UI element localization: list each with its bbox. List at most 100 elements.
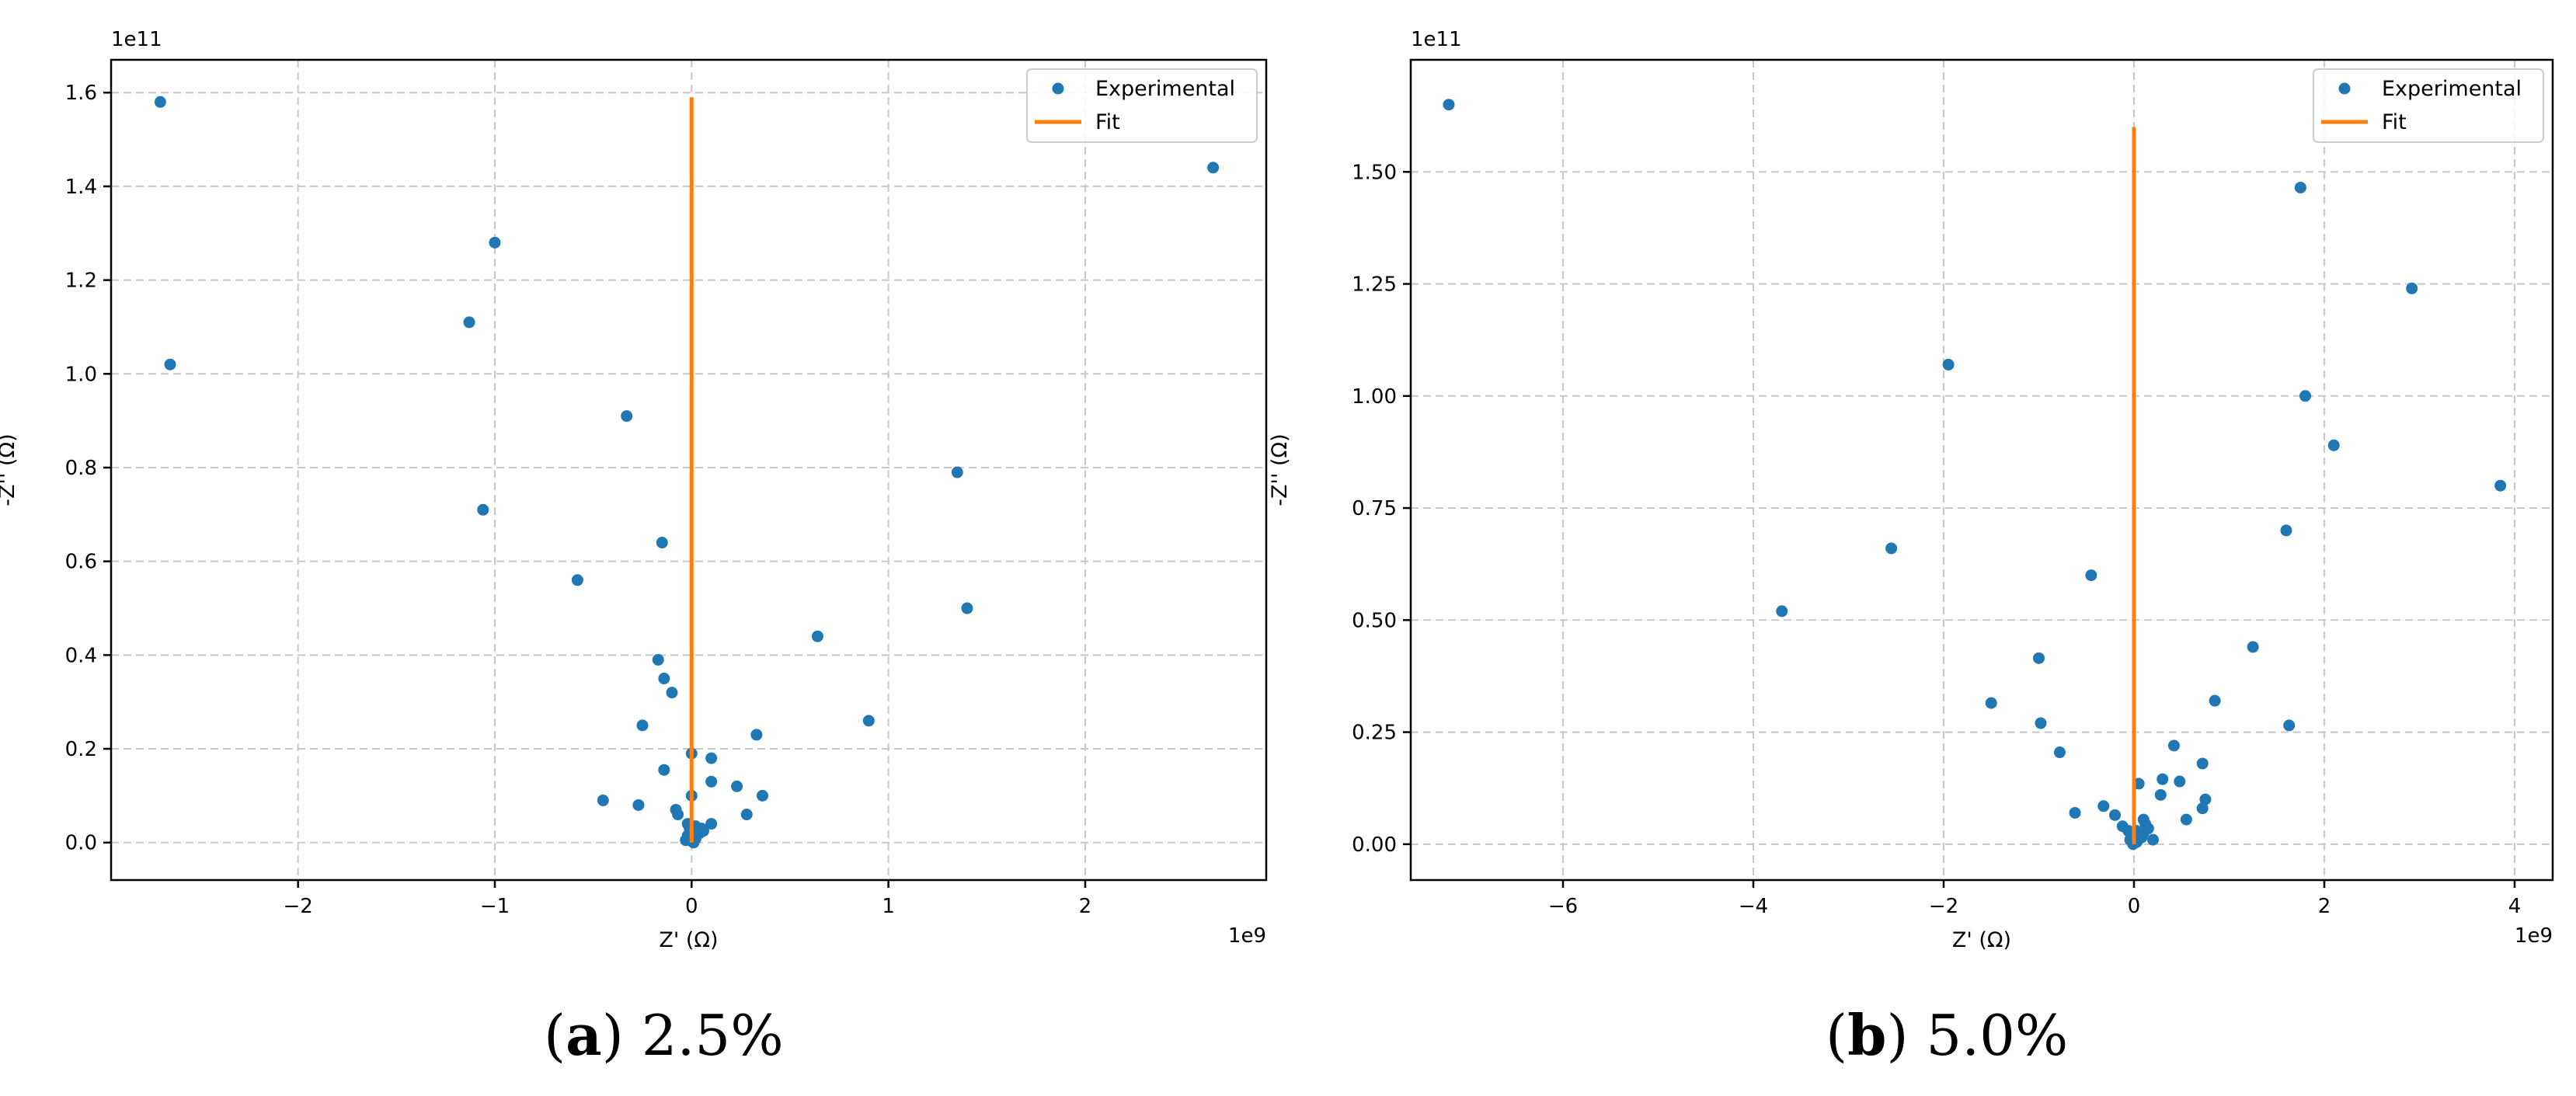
ytick-label-b-2: 0.50 — [1352, 609, 1397, 632]
x-offset-label-b: 1e9 — [2515, 924, 2553, 948]
data-point-b-26 — [2097, 800, 2110, 812]
y-axis-label-a: -Z'' (Ω) — [0, 433, 19, 506]
ytick-label-b-4: 1.00 — [1352, 385, 1397, 409]
data-point-b-2 — [2406, 282, 2418, 294]
axes-frame-b — [1409, 58, 2554, 882]
data-point-a-17 — [750, 729, 763, 741]
data-point-b-12 — [2033, 652, 2045, 664]
xtick-label-b-5: 4 — [2508, 895, 2522, 918]
xtick-label-a-3: 1 — [882, 895, 895, 918]
data-point-b-14 — [1985, 697, 1997, 709]
ytick-label-b-0: 0.00 — [1352, 833, 1397, 857]
data-point-a-14 — [666, 687, 678, 699]
xtick-label-a-4: 2 — [1079, 895, 1092, 918]
data-point-a-3 — [489, 236, 501, 249]
data-point-b-21 — [2157, 773, 2169, 785]
ytick-label-a-6: 1.2 — [65, 270, 97, 293]
data-point-b-29 — [2109, 809, 2121, 821]
data-point-b-16 — [2283, 719, 2296, 732]
data-point-a-49 — [688, 837, 700, 849]
axes-frame-a — [110, 58, 1268, 882]
data-point-b-15 — [2035, 717, 2047, 729]
caption-b-letter: b — [1847, 1002, 1887, 1068]
legend-box-b — [2313, 68, 2544, 143]
data-point-b-22 — [2174, 775, 2186, 788]
legend-label-experimental-b: Experimental — [2382, 77, 2522, 101]
data-point-a-8 — [656, 537, 668, 549]
data-point-a-15 — [862, 715, 875, 727]
data-point-a-25 — [632, 799, 645, 811]
data-point-b-4 — [2299, 390, 2311, 402]
xtick-label-a-1: −1 — [480, 895, 510, 918]
data-point-a-16 — [636, 719, 649, 732]
ytick-label-a-7: 1.4 — [65, 176, 97, 199]
data-point-b-10 — [1776, 605, 1788, 618]
legend-label-experimental-a: Experimental — [1095, 77, 1235, 101]
data-point-a-6 — [951, 466, 963, 478]
data-point-a-9 — [571, 574, 583, 586]
xtick-label-b-0: −6 — [1548, 895, 1578, 918]
xtick-label-b-3: 0 — [2128, 895, 2141, 918]
data-point-a-27 — [672, 809, 684, 821]
ytick-label-a-1: 0.2 — [65, 738, 97, 761]
data-point-a-10 — [961, 602, 973, 614]
data-point-b-6 — [2494, 479, 2507, 492]
caption-b-text: 5.0% — [1926, 1003, 2069, 1068]
ytick-label-a-8: 1.6 — [65, 82, 97, 105]
data-point-b-7 — [2280, 524, 2292, 537]
data-point-a-2 — [1207, 162, 1220, 174]
data-point-a-29 — [705, 818, 718, 830]
chart-panel-a: −2 −1 0 1 2 0.0 0.2 0.4 0.6 0.8 1.0 1.2 1.4 1.6 1e11 1e… — [0, 28, 1268, 952]
data-point-b-23 — [2154, 788, 2167, 801]
data-point-a-19 — [658, 764, 670, 776]
y-offset-label-a: 1e11 — [111, 28, 162, 51]
data-point-a-45 — [697, 825, 709, 837]
data-point-a-0 — [154, 96, 166, 108]
data-point-a-12 — [652, 653, 664, 666]
legend-label-fit-b: Fit — [2382, 110, 2407, 134]
xtick-label-a-0: −2 — [283, 895, 312, 918]
data-point-b-27 — [2069, 806, 2081, 819]
caption-b: (b) 5.0% — [1826, 1002, 2069, 1068]
data-point-a-1 — [164, 358, 176, 371]
legend-label-fit-a: Fit — [1095, 110, 1120, 134]
data-point-b-1 — [2294, 181, 2306, 193]
ytick-label-b-1: 0.25 — [1352, 722, 1397, 745]
x-axis-label-b: Z' (Ω) — [1952, 928, 2011, 952]
ytick-label-b-6: 1.50 — [1352, 161, 1397, 184]
xtick-label-b-4: 2 — [2318, 895, 2331, 918]
data-point-a-28 — [740, 809, 753, 821]
caption-a: (a) 2.5% — [544, 1002, 784, 1068]
ytick-label-a-5: 1.0 — [65, 363, 97, 386]
xtick-label-b-1: −4 — [1739, 895, 1768, 918]
data-point-b-17 — [2167, 739, 2180, 752]
data-point-a-11 — [811, 630, 823, 642]
y-offset-label-b: 1e11 — [1411, 28, 1462, 51]
xtick-label-a-2: 0 — [685, 895, 698, 918]
caption-a-letter: a — [566, 1002, 602, 1068]
data-point-b-9 — [2085, 569, 2097, 582]
data-point-b-24 — [2199, 793, 2212, 805]
data-point-a-24 — [597, 794, 609, 806]
data-point-a-4 — [463, 316, 475, 329]
data-point-b-0 — [1443, 99, 1455, 111]
data-point-a-21 — [705, 775, 718, 788]
ytick-label-b-5: 1.25 — [1352, 273, 1397, 297]
ytick-label-a-2: 0.4 — [65, 644, 97, 667]
data-point-b-11 — [2247, 641, 2259, 653]
data-point-b-3 — [1942, 358, 1955, 371]
legend-marker-experimental-b — [2338, 82, 2351, 95]
data-point-b-8 — [1885, 542, 1898, 555]
data-point-b-45 — [2137, 826, 2150, 839]
data-point-b-25 — [2196, 802, 2209, 815]
data-point-b-13 — [2209, 694, 2221, 707]
xtick-label-b-2: −2 — [1929, 895, 1958, 918]
data-point-a-7 — [477, 503, 489, 516]
ytick-label-a-4: 0.8 — [65, 457, 97, 480]
data-point-b-44 — [2147, 833, 2159, 846]
data-point-b-5 — [2327, 439, 2340, 451]
legend-marker-experimental-a — [1052, 82, 1064, 95]
data-point-b-28 — [2180, 813, 2192, 826]
data-point-b-18 — [2053, 746, 2066, 759]
